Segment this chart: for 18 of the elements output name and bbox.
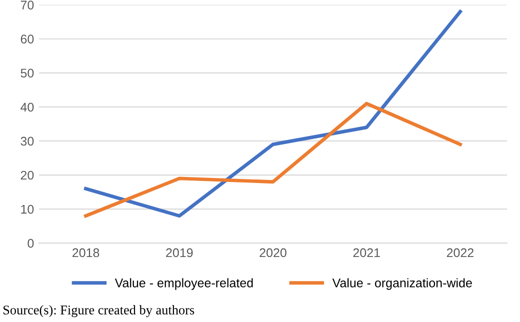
x-tick-label: 2019 — [166, 248, 193, 258]
y-tick-label: 0 — [28, 238, 34, 248]
x-tick-label: 2021 — [353, 248, 380, 258]
source-note: Source(s): Figure created by authors — [3, 305, 194, 318]
line-series — [84, 102, 462, 218]
legend-label: Value - employee-related — [114, 278, 253, 290]
x-tick-label: 2018 — [72, 248, 100, 258]
x-tick-label: 2020 — [260, 248, 286, 258]
y-tick-label: 40 — [20, 102, 34, 112]
y-tick-label: 10 — [21, 204, 34, 214]
legend-label: Value - organization-wide — [332, 278, 472, 290]
x-tick-label: 2022 — [446, 248, 474, 258]
y-tick-label: 50 — [20, 68, 34, 78]
y-tick-label: 60 — [20, 34, 34, 44]
y-tick-label: 30 — [20, 136, 34, 146]
y-tick-label: 70 — [20, 0, 34, 10]
line-series — [84, 10, 462, 218]
y-tick-label: 20 — [20, 170, 34, 180]
